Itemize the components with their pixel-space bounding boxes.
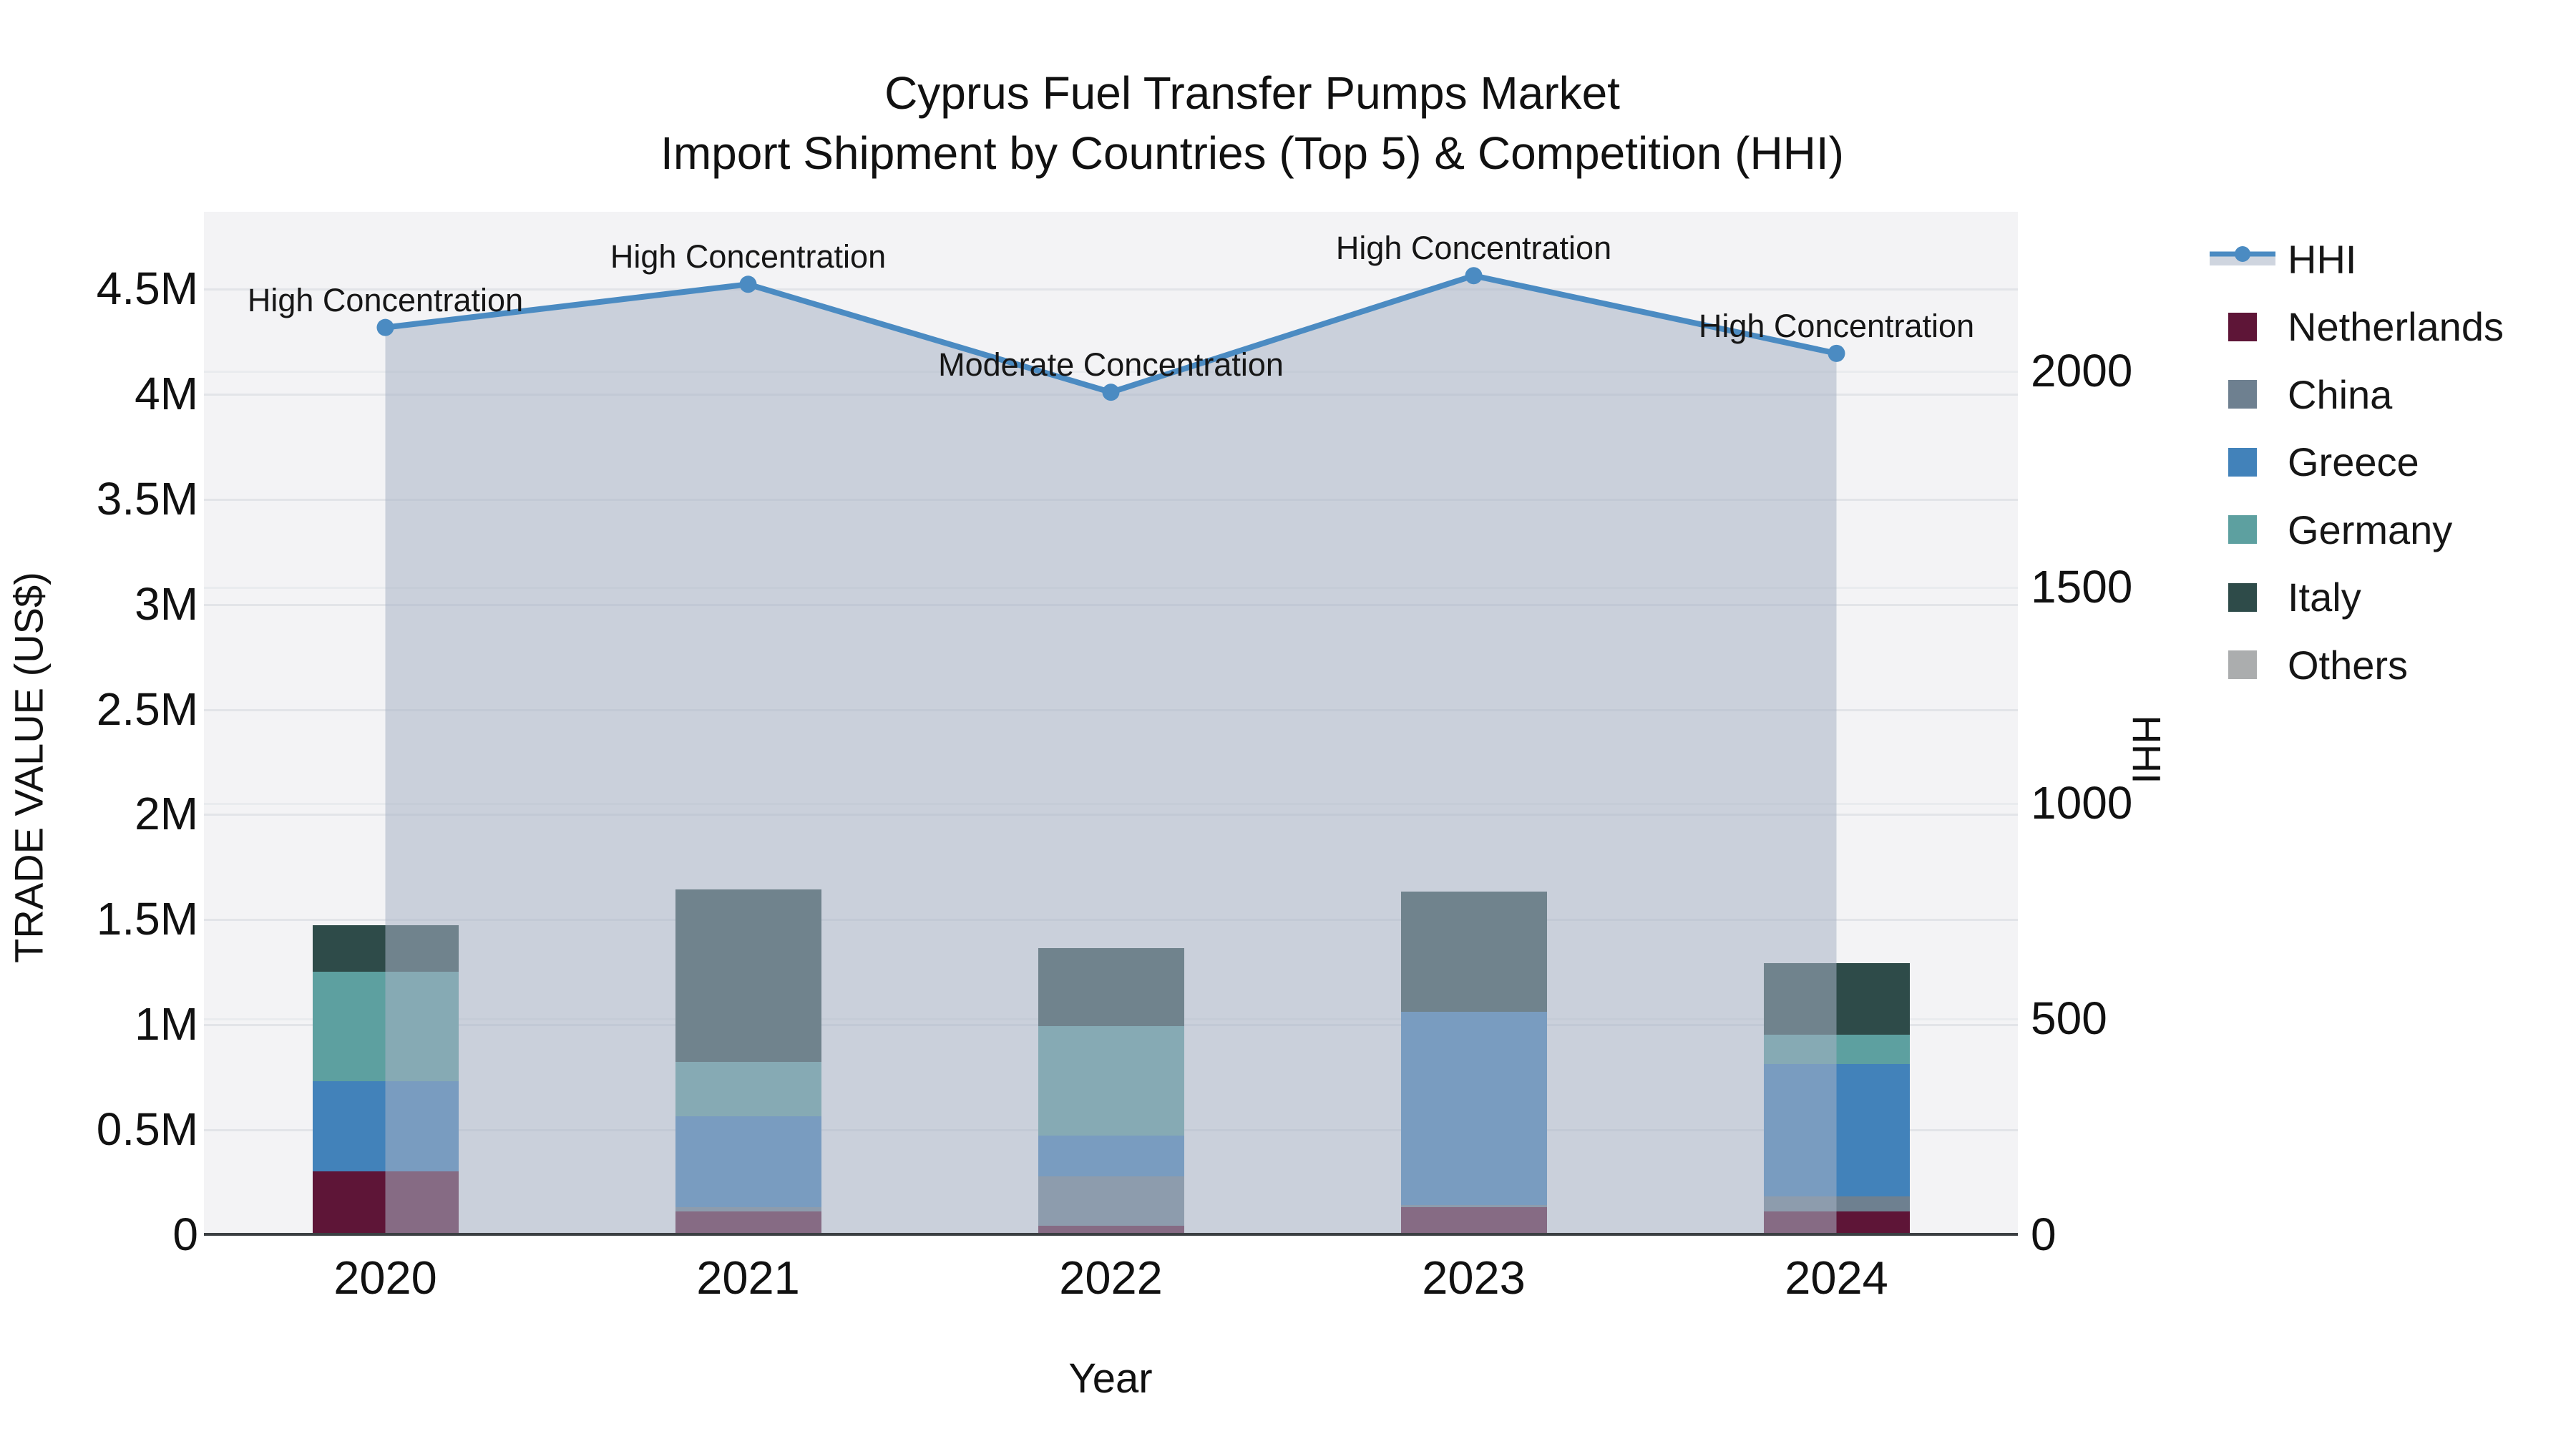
legend-item-china[interactable]: China — [2210, 366, 2546, 423]
legend-label-hhi: HHI — [2288, 236, 2357, 282]
legend-item-others[interactable]: Others — [2210, 636, 2546, 693]
annotation-2020: High Concentration — [247, 281, 524, 318]
y-left-tick-label: 4.5M — [96, 263, 198, 314]
chart-title-line1: Cyprus Fuel Transfer Pumps Market — [884, 67, 1620, 119]
x-tick-label-2024: 2024 — [1785, 1252, 1888, 1304]
y-left-tick-label: 2.5M — [96, 683, 198, 735]
annotation-2021: High Concentration — [610, 238, 887, 275]
x-tick-label-2021: 2021 — [696, 1252, 800, 1304]
x-axis-title: Year — [1068, 1355, 1153, 1402]
legend-label-others: Others — [2288, 642, 2409, 688]
y-left-tick-label: 1M — [135, 998, 198, 1050]
x-tick-label-2022: 2022 — [1059, 1252, 1163, 1304]
legend-swatch-greece-icon — [2228, 447, 2257, 477]
y-right-tick-label: 0 — [2031, 1209, 2057, 1260]
legend-label-greece: Greece — [2288, 439, 2419, 484]
y-left-tick-label: 2M — [135, 788, 198, 840]
x-axis-line — [204, 1233, 2018, 1236]
chart-title-line2: Import Shipment by Countries (Top 5) & C… — [660, 127, 1844, 179]
y-left-tick-label: 3.5M — [96, 472, 198, 525]
legend-item-greece[interactable]: Greece — [2210, 434, 2546, 491]
gridline-trade-value — [204, 288, 2018, 291]
hhi-marker-2023[interactable] — [1465, 267, 1483, 285]
y-left-tick-label: 0.5M — [96, 1103, 198, 1156]
legend-item-italy[interactable]: Italy — [2210, 569, 2546, 626]
legend-item-netherlands[interactable]: Netherlands — [2210, 298, 2546, 356]
y-left-tick-label: 0 — [172, 1209, 198, 1260]
legend-swatch-others-icon — [2228, 650, 2257, 679]
y-right-tick-label: 2000 — [2031, 345, 2133, 396]
hhi-legend-sample-icon — [2210, 246, 2275, 265]
y-axis-left-title: TRADE VALUE (US$) — [6, 572, 52, 963]
legend-swatch-germany-icon — [2228, 515, 2257, 544]
y-left-tick-label: 4M — [135, 367, 198, 419]
legend-label-italy: Italy — [2288, 575, 2361, 620]
y-right-tick-label: 1000 — [2031, 776, 2133, 829]
hhi-line-layer — [376, 267, 1845, 1235]
y-left-tick-label: 1.5M — [96, 893, 198, 945]
legend-swatch-china-icon — [2228, 380, 2257, 409]
annotation-2024: High Concentration — [1698, 307, 1975, 344]
y-left-tick-label: 3M — [135, 577, 198, 630]
legend-label-china: China — [2288, 371, 2393, 417]
legend-item-hhi[interactable]: HHI — [2210, 230, 2546, 288]
hhi-marker-2022[interactable] — [1102, 384, 1120, 401]
hhi-marker-2024[interactable] — [1828, 344, 1845, 362]
annotation-2022: Moderate Concentration — [938, 346, 1284, 384]
annotation-2023: High Concentration — [1335, 230, 1612, 267]
legend-swatch-netherlands-icon — [2228, 312, 2257, 341]
x-tick-label-2020: 2020 — [333, 1252, 437, 1304]
legend-label-netherlands: Netherlands — [2288, 304, 2504, 349]
chart-title: Cyprus Fuel Transfer Pumps Market Import… — [660, 63, 1844, 183]
y-right-tick-label: 1500 — [2031, 560, 2133, 613]
legend-swatch-italy-icon — [2228, 582, 2257, 612]
hhi-marker-2020[interactable] — [376, 318, 394, 336]
y-axis-right-title: HHI — [2124, 715, 2170, 784]
hhi-marker-2021[interactable] — [739, 275, 757, 293]
legend-label-germany: Germany — [2288, 507, 2453, 552]
y-right-tick-label: 500 — [2031, 992, 2107, 1045]
plot-area[interactable] — [204, 212, 2018, 1235]
gridline-hhi — [204, 371, 2018, 373]
hhi-area-fill — [385, 275, 1837, 1235]
legend-item-germany[interactable]: Germany — [2210, 501, 2546, 558]
x-tick-label-2023: 2023 — [1422, 1252, 1526, 1304]
